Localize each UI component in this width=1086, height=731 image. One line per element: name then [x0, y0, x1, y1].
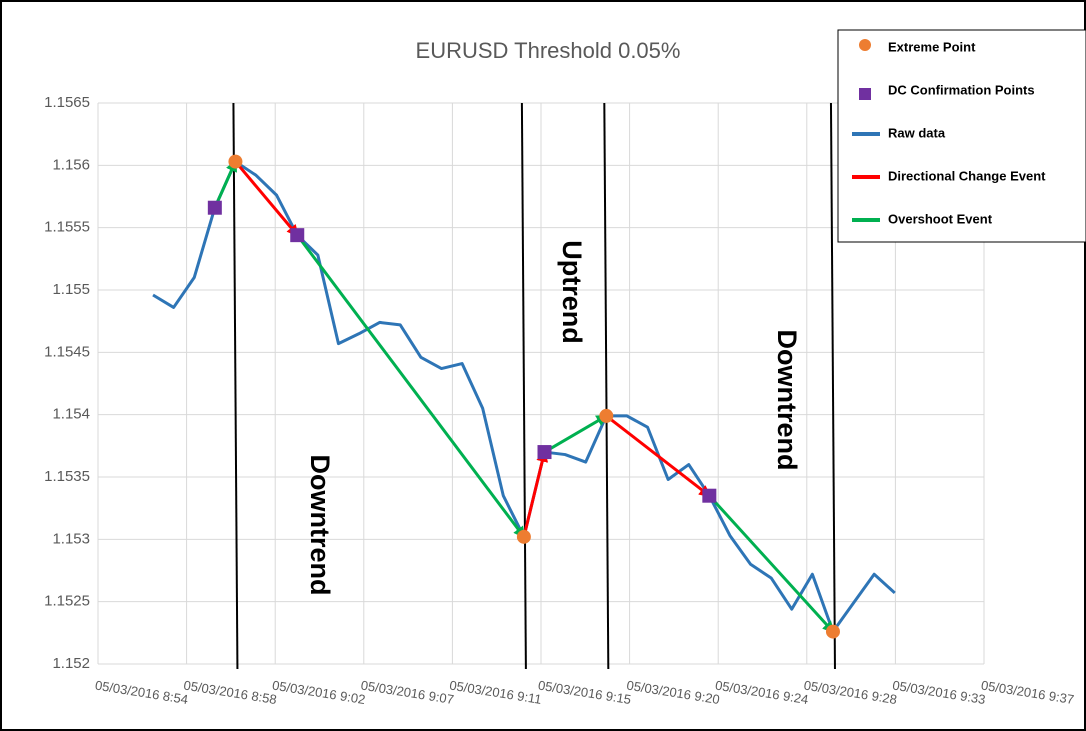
- y-tick-label: 1.153: [52, 530, 90, 547]
- event-arrow: [296, 234, 526, 539]
- dc-point: [290, 228, 305, 243]
- event-arrow: [522, 449, 549, 538]
- dc-point: [537, 445, 552, 460]
- legend-label: Overshoot Event: [888, 211, 993, 226]
- trend-label: Uptrend: [557, 240, 587, 344]
- y-tick-label: 1.1535: [44, 468, 90, 485]
- extreme-point: [516, 529, 531, 544]
- y-tick-label: 1.152: [52, 655, 90, 672]
- legend-label: Raw data: [888, 125, 946, 140]
- legend-label: Extreme Point: [888, 39, 976, 54]
- legend-label: DC Confirmation Points: [888, 82, 1035, 97]
- extreme-point: [599, 408, 614, 423]
- event-arrow: [234, 160, 299, 237]
- trend-separator: [520, 102, 527, 670]
- legend-marker: [859, 88, 871, 100]
- y-tick-label: 1.1555: [44, 219, 90, 236]
- y-tick-label: 1.156: [52, 156, 90, 173]
- y-tick-label: 1.155: [52, 281, 90, 298]
- y-tick-label: 1.1525: [44, 593, 90, 610]
- extreme-point: [825, 624, 840, 639]
- legend-label: Directional Change Event: [888, 168, 1046, 183]
- trend-separator: [232, 102, 239, 670]
- chart-title: EURUSD Threshold 0.05%: [416, 38, 681, 63]
- trend-label: Downtrend: [305, 455, 335, 596]
- event-arrow: [543, 414, 609, 454]
- trend-separator: [603, 102, 610, 670]
- dc-point: [207, 200, 222, 215]
- trend-label: Downtrend: [772, 330, 802, 471]
- event-arrow: [213, 159, 237, 209]
- y-tick-label: 1.154: [52, 406, 90, 423]
- dc-point: [702, 488, 717, 503]
- y-tick-label: 1.1545: [44, 343, 90, 360]
- event-arrow: [605, 414, 712, 498]
- extreme-point: [228, 154, 243, 169]
- trend-separator: [829, 102, 836, 670]
- event-arrow: [708, 494, 835, 634]
- y-tick-label: 1.1565: [44, 94, 90, 111]
- legend-marker: [859, 39, 871, 51]
